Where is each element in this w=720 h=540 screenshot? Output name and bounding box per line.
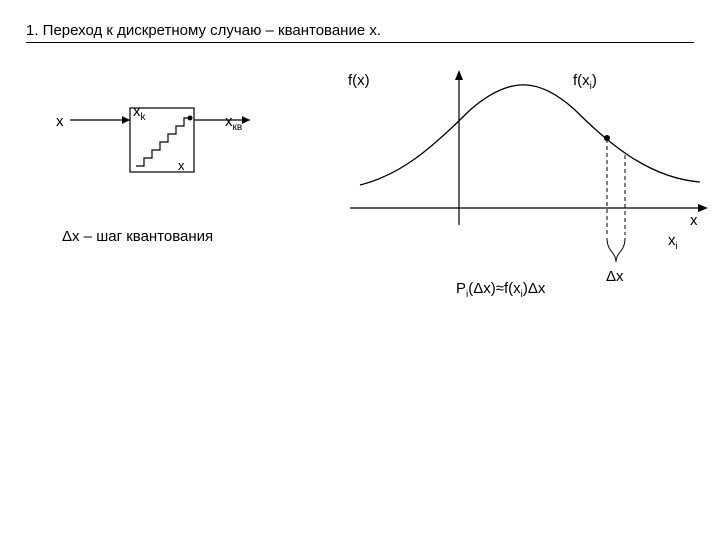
title-underline xyxy=(26,42,694,43)
x-input-label: x xyxy=(56,113,64,130)
inner-x-label: x xyxy=(178,158,185,173)
fxi-label: f(xi) xyxy=(573,72,597,92)
quantizer-diagram xyxy=(40,100,300,220)
xkv-label: xкв xyxy=(225,113,242,133)
x-axis-label: x xyxy=(690,212,698,229)
xi-label: xi xyxy=(668,232,678,252)
dx-label: Δx xyxy=(606,268,624,285)
page-title: 1. Переход к дискретному случаю – кванто… xyxy=(26,22,381,39)
distribution-plot xyxy=(330,60,720,290)
xk-label: xk xyxy=(133,103,146,123)
fx-axis-label: f(x) xyxy=(348,72,370,89)
probability-formula: Pi(Δx)≈f(xi)Δx xyxy=(456,280,545,300)
quant-step-caption: Δx – шаг квантования xyxy=(62,228,213,245)
